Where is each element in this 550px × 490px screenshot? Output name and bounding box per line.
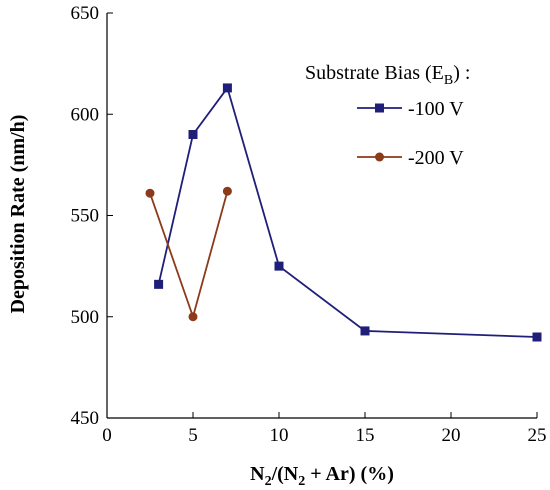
x-tick-label: 20 bbox=[442, 425, 461, 446]
y-axis-title: Deposition Rate (nm/h) bbox=[7, 115, 29, 314]
data-point bbox=[188, 312, 198, 322]
series-line bbox=[149, 190, 229, 320]
legend: Substrate Bias (EB) : -100 V -200 V bbox=[305, 62, 470, 169]
ticks: 450 500 550 600 650 0 5 10 15 20 25 bbox=[71, 3, 547, 446]
data-point bbox=[222, 83, 232, 93]
x-tick-label: 25 bbox=[528, 425, 547, 446]
legend-label: -200 V bbox=[408, 147, 464, 169]
series-layer bbox=[145, 83, 542, 342]
y-tick-label: 550 bbox=[71, 206, 100, 227]
y-tick-label: 500 bbox=[71, 307, 100, 328]
data-point bbox=[145, 188, 155, 198]
x-tick-label: 0 bbox=[102, 425, 112, 446]
legend-title: Substrate Bias (EB) : bbox=[305, 62, 470, 88]
x-tick-label: 10 bbox=[270, 425, 289, 446]
data-point bbox=[274, 261, 284, 271]
data-point bbox=[532, 332, 542, 342]
data-point bbox=[188, 130, 198, 139]
legend-marker bbox=[375, 152, 384, 162]
legend-label: -100 V bbox=[408, 98, 464, 120]
data-point bbox=[222, 186, 232, 196]
y-tick-label: 450 bbox=[71, 408, 100, 429]
x-tick-label: 15 bbox=[356, 425, 375, 446]
y-tick-label: 600 bbox=[71, 104, 100, 125]
data-point bbox=[154, 279, 164, 289]
y-tick-label: 650 bbox=[71, 3, 100, 24]
series-line bbox=[157, 85, 538, 338]
x-tick-label: 5 bbox=[188, 425, 198, 446]
legend-marker bbox=[375, 103, 384, 113]
x-axis-title: N2/(N2 + Ar) (%) bbox=[250, 463, 394, 489]
data-point bbox=[360, 326, 370, 336]
